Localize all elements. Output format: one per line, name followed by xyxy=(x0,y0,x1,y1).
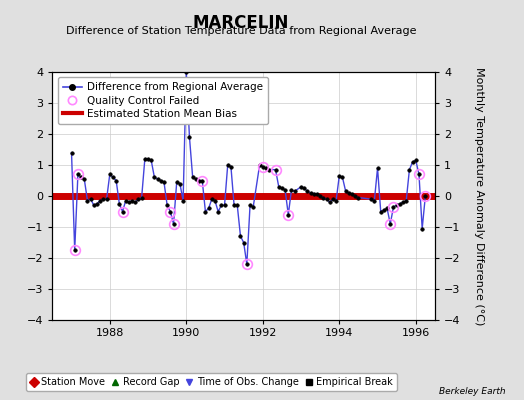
Legend: Station Move, Record Gap, Time of Obs. Change, Empirical Break: Station Move, Record Gap, Time of Obs. C… xyxy=(26,373,397,391)
Text: MARCELIN: MARCELIN xyxy=(193,14,289,32)
Text: Difference of Station Temperature Data from Regional Average: Difference of Station Temperature Data f… xyxy=(66,26,416,36)
Legend: Difference from Regional Average, Quality Control Failed, Estimated Station Mean: Difference from Regional Average, Qualit… xyxy=(58,77,268,124)
Y-axis label: Monthly Temperature Anomaly Difference (°C): Monthly Temperature Anomaly Difference (… xyxy=(474,67,484,325)
Text: Berkeley Earth: Berkeley Earth xyxy=(439,387,506,396)
